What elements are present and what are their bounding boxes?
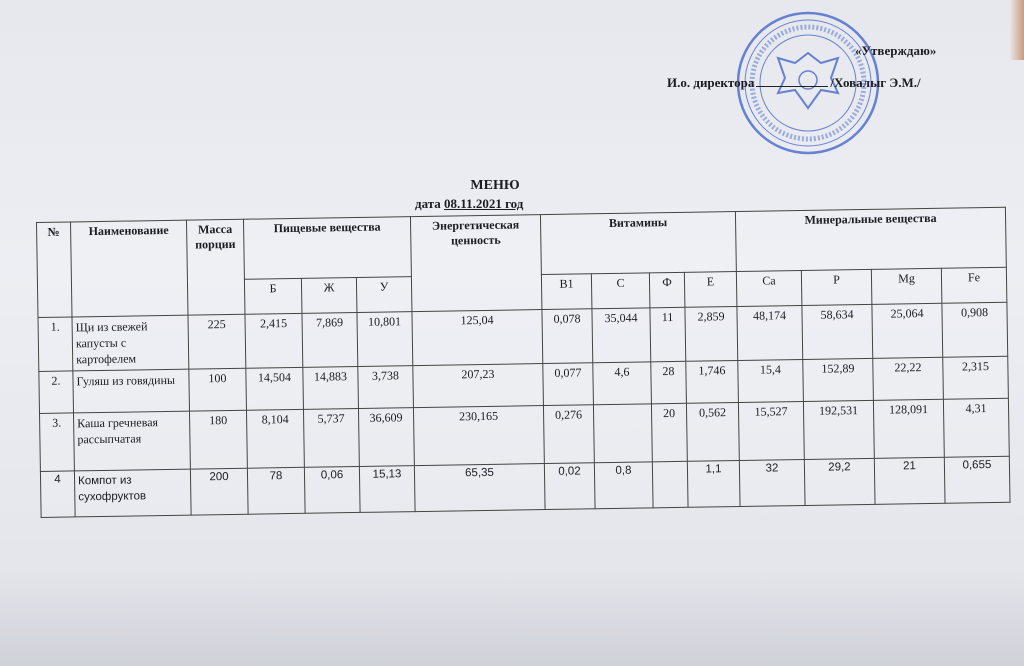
cell-name: Компот из сухофруктов — [74, 469, 192, 517]
cell-f — [652, 461, 689, 508]
cell-mg: 22,22 — [872, 357, 944, 401]
cell-b1: 0,077 — [542, 362, 594, 406]
cell-mg: 128,091 — [873, 399, 945, 459]
cell-c — [593, 403, 653, 463]
cell-e: 2,859 — [684, 306, 738, 362]
director-signature-line: И.о. директора/Ховалыг Э.М./ — [667, 75, 921, 91]
cell-b: 2,415 — [244, 313, 303, 369]
cell-p: 58,634 — [801, 304, 873, 360]
subheader-u: У — [356, 276, 412, 313]
menu-table-wrapper: № Наименование Масса порции Пищевые веще… — [36, 206, 1011, 518]
header-energy: Энергетическая ценность — [410, 214, 542, 312]
cell-c: 4,6 — [592, 361, 652, 405]
cell-f: 28 — [650, 361, 687, 404]
cell-zh: 0,06 — [304, 466, 361, 514]
cell-mass: 225 — [187, 314, 246, 370]
cell-fe: 0,908 — [941, 302, 1008, 358]
header-mass: Масса порции — [186, 219, 245, 316]
cell-name: Щи из свежей капусты с картофелем — [71, 315, 189, 371]
cell-f: 20 — [651, 403, 688, 462]
cell-b: 8,104 — [246, 409, 305, 469]
document-title: МЕНЮ — [470, 178, 520, 193]
director-position: И.о. директора — [667, 75, 755, 90]
cell-energy: 230,165 — [413, 405, 545, 466]
cell-zh: 14,883 — [302, 366, 359, 410]
cell-energy: 125,04 — [411, 309, 543, 366]
cell-no: 2. — [38, 370, 74, 414]
subheader-p: P — [801, 269, 872, 306]
header-no: № — [36, 221, 72, 318]
cell-b1: 0,276 — [543, 404, 595, 464]
signature-line — [756, 86, 829, 87]
cell-ca: 15,527 — [738, 401, 805, 461]
cell-b1: 0,078 — [541, 308, 593, 364]
cell-mg: 21 — [874, 457, 946, 505]
cell-no: 1. — [37, 316, 73, 372]
subheader-fe: Fe — [941, 267, 1007, 304]
date-value: 08.11.2021 год — [444, 196, 524, 211]
subheader-zh: Ж — [301, 277, 357, 314]
cell-no: 4 — [40, 470, 76, 518]
cell-u: 10,801 — [356, 311, 413, 367]
subheader-c: C — [591, 272, 650, 309]
cell-name: Гуляш из говядины — [72, 369, 190, 413]
cell-fe: 0,655 — [944, 456, 1011, 504]
cell-c: 35,044 — [591, 307, 651, 363]
subheader-ca: Ca — [736, 270, 802, 307]
cell-mass: 100 — [188, 368, 247, 412]
subheader-mg: Mg — [871, 268, 942, 305]
cell-e: 0,562 — [686, 402, 740, 462]
cell-f: 11 — [649, 307, 686, 362]
subheader-b: Б — [244, 278, 302, 315]
cell-b: 78 — [247, 467, 306, 515]
subheader-e: E — [684, 271, 737, 308]
menu-table: № Наименование Масса порции Пищевые веще… — [36, 206, 1011, 518]
cell-mass: 180 — [189, 410, 248, 470]
cell-fe: 2,315 — [942, 356, 1009, 400]
cell-c: 0,8 — [594, 461, 654, 509]
date-prefix: дата — [415, 196, 441, 211]
cell-u: 36,609 — [358, 407, 415, 467]
cell-u: 3,738 — [357, 365, 414, 409]
cell-energy: 65,35 — [414, 463, 546, 512]
director-name: /Ховалыг Э.М./ — [830, 75, 921, 90]
cell-p: 152,89 — [802, 358, 874, 402]
cell-zh: 7,869 — [301, 312, 358, 368]
cell-u: 15,13 — [359, 465, 416, 513]
header-name: Наименование — [70, 220, 188, 317]
cell-ca: 32 — [739, 459, 806, 507]
subheader-b1: B1 — [541, 273, 592, 310]
cell-p: 192,531 — [803, 400, 875, 460]
approval-label: «Утверждаю» — [855, 43, 937, 58]
document-date: дата 08.11.2021 год — [415, 196, 523, 212]
cell-energy: 207,23 — [412, 363, 544, 408]
cell-b1: 0,02 — [544, 462, 596, 510]
cell-no: 3. — [39, 412, 75, 472]
header-nutrients: Пищевые вещества — [243, 216, 412, 280]
cell-ca: 15,4 — [737, 359, 804, 403]
cell-e: 1,746 — [685, 360, 739, 404]
cell-mass: 200 — [190, 468, 249, 516]
header-vitamins: Витамины — [540, 211, 737, 275]
cell-fe: 4,31 — [943, 398, 1010, 458]
cell-e: 1,1 — [687, 460, 741, 508]
subheader-f: Ф — [649, 272, 685, 308]
cell-mg: 25,064 — [871, 303, 943, 359]
official-stamp-icon — [736, 11, 880, 155]
cell-b: 14,504 — [245, 367, 304, 411]
header-minerals: Минеральные вещества — [735, 207, 1007, 272]
cell-p: 29,2 — [804, 458, 876, 506]
cell-zh: 5,737 — [303, 408, 360, 468]
background-edge — [1010, 0, 1024, 60]
cell-ca: 48,174 — [736, 305, 803, 361]
cell-name: Каша гречневая рассыпчатая — [73, 411, 191, 471]
